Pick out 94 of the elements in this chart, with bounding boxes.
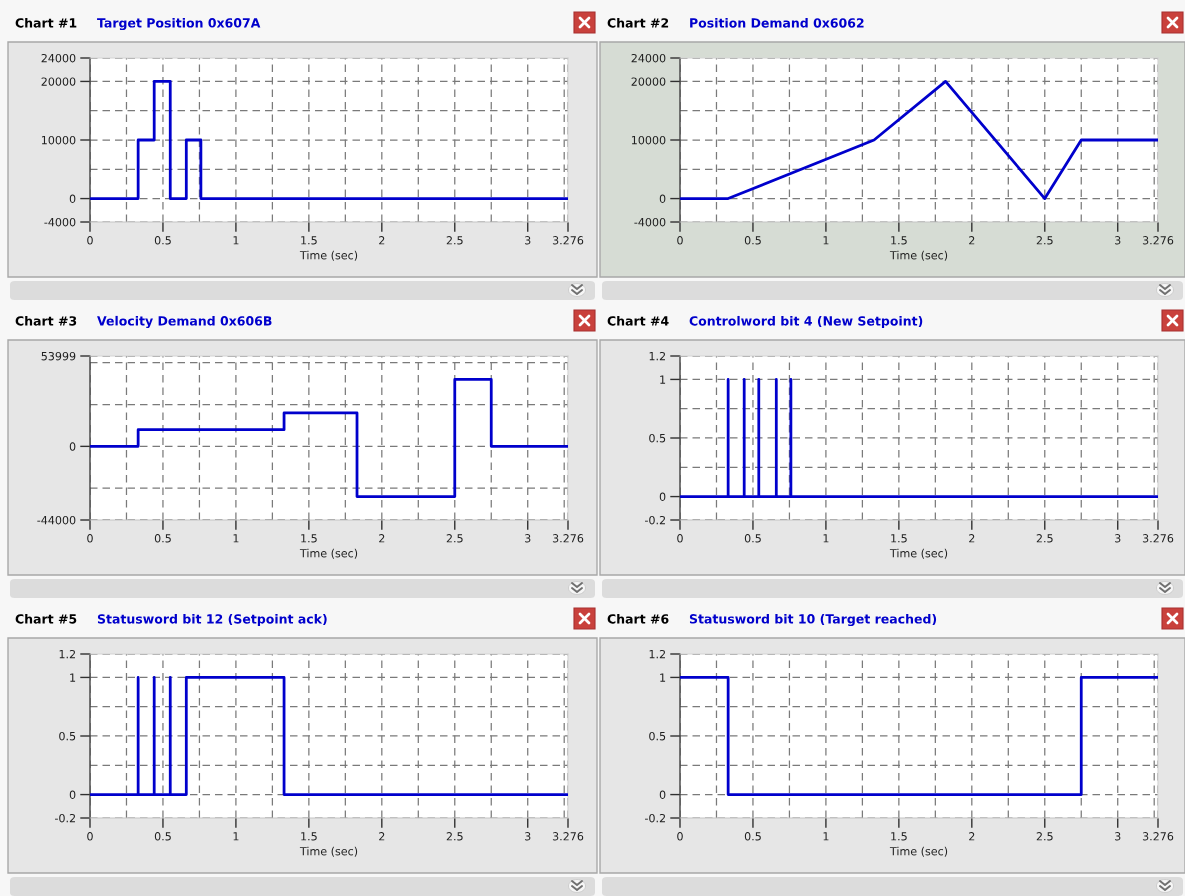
x-axis-title: Time (sec)	[299, 846, 358, 857]
y-tick-label: -4000	[44, 217, 76, 227]
x-tick-label: 3	[525, 832, 531, 841]
x-tick-label: 3.276	[1142, 832, 1174, 841]
y-tick-label: 0	[69, 790, 76, 799]
x-tick-label: 3.276	[552, 832, 584, 841]
x-tick-label: 0	[87, 832, 93, 841]
y-tick-label: 0	[69, 442, 76, 451]
chart-title: Chart #2	[607, 17, 669, 28]
y-tick-label: 1	[660, 673, 666, 682]
x-axis-title: Time (sec)	[299, 548, 358, 559]
y-tick-label: -0.2	[644, 515, 665, 525]
chart-title: Chart #3	[15, 315, 77, 326]
x-tick-label: 1.5	[301, 534, 317, 543]
x-tick-label: 1	[823, 236, 829, 245]
x-tick-label: 0	[87, 534, 93, 543]
x-tick-label: 2.5	[446, 534, 463, 543]
x-tick-label: 2.5	[1036, 832, 1053, 841]
y-tick-label: 0.5	[59, 731, 76, 741]
y-tick-label: 0	[69, 194, 76, 203]
x-tick-label: 1	[233, 534, 239, 543]
x-tick-label: 1.5	[891, 236, 907, 245]
chart-title: Chart #5	[15, 613, 77, 624]
x-tick-label: 1	[823, 534, 829, 543]
y-tick-label: 53999	[41, 351, 76, 361]
chart-subtitle: Controlword bit 4 (New Setpoint)	[689, 315, 923, 329]
y-tick-label: -0.2	[644, 813, 665, 823]
x-axis-title: Time (sec)	[299, 250, 358, 261]
x-tick-label: 0	[87, 236, 93, 245]
x-tick-label: 0.5	[744, 236, 761, 245]
x-tick-label: 3	[525, 236, 531, 245]
x-tick-label: 1.5	[891, 832, 907, 841]
x-tick-label: 1.5	[301, 236, 317, 245]
x-tick-label: 0.5	[744, 832, 761, 841]
x-tick-label: 1	[823, 832, 829, 841]
x-tick-label: 1	[233, 832, 239, 841]
x-tick-label: 2.5	[446, 236, 463, 245]
x-tick-label: 2	[379, 236, 385, 245]
x-tick-label: 3.276	[1142, 534, 1174, 543]
chart-subtitle: Target Position 0x607A	[97, 17, 261, 31]
x-tick-label: 3	[1115, 236, 1121, 245]
y-tick-label: 24000	[631, 53, 666, 63]
x-tick-label: 2	[379, 832, 385, 841]
x-tick-label: 2	[969, 534, 975, 543]
x-tick-label: 1.5	[301, 832, 317, 841]
x-axis-title: Time (sec)	[889, 250, 948, 261]
y-tick-label: 1.2	[649, 649, 665, 659]
x-tick-label: 0.5	[154, 832, 171, 841]
y-tick-label: 0	[659, 194, 666, 203]
y-tick-label: 24000	[41, 53, 76, 63]
y-tick-label: 10000	[631, 135, 666, 145]
x-tick-label: 0	[677, 236, 683, 245]
y-tick-label: -4000	[634, 217, 666, 227]
x-tick-label: 3	[525, 534, 531, 543]
x-tick-label: 2	[379, 534, 385, 543]
x-axis-title: Time (sec)	[889, 548, 948, 559]
x-tick-label: 0	[677, 832, 683, 841]
x-tick-label: 0.5	[744, 534, 761, 543]
x-tick-label: 0.5	[154, 534, 171, 543]
y-tick-label: 1	[70, 673, 76, 682]
y-tick-label: 0	[659, 790, 666, 799]
x-tick-label: 0.5	[154, 236, 171, 245]
x-tick-label: 3	[1115, 534, 1121, 543]
y-tick-label: 1.2	[649, 351, 665, 361]
x-tick-label: 3.276	[552, 534, 584, 543]
y-tick-label: 0.5	[649, 433, 666, 443]
chart-title: Chart #4	[607, 315, 669, 326]
x-tick-label: 2.5	[1036, 534, 1053, 543]
x-axis-title: Time (sec)	[889, 846, 948, 857]
x-tick-label: 3	[1115, 832, 1121, 841]
x-tick-label: 1.5	[891, 534, 907, 543]
chart-title: Chart #1	[15, 17, 77, 28]
y-tick-label: 1	[660, 375, 666, 384]
y-tick-label: 10000	[41, 135, 76, 145]
y-tick-label: 20000	[41, 77, 76, 86]
chart-subtitle: Statusword bit 12 (Setpoint ack)	[97, 613, 327, 627]
chart-title: Chart #6	[607, 613, 669, 624]
y-tick-label: 1.2	[59, 649, 75, 659]
x-tick-label: 3.276	[552, 236, 584, 245]
x-tick-label: 2.5	[1036, 236, 1053, 245]
y-tick-label: 0.5	[649, 731, 666, 741]
y-tick-label: -44000	[37, 515, 76, 525]
x-tick-label: 2.5	[446, 832, 463, 841]
x-tick-label: 3.276	[1142, 236, 1174, 245]
chart-subtitle: Velocity Demand 0x606B	[97, 315, 272, 329]
chart-subtitle: Position Demand 0x6062	[690, 17, 864, 28]
x-tick-label: 1	[233, 236, 239, 245]
x-tick-label: 2	[969, 236, 975, 245]
y-tick-label: 0	[659, 492, 666, 501]
chart-subtitle: Statusword bit 10 (Target reached)	[689, 613, 937, 627]
y-tick-label: 20000	[631, 77, 666, 86]
x-tick-label: 2	[969, 832, 975, 841]
x-tick-label: 0	[677, 534, 683, 543]
y-tick-label: -0.2	[54, 813, 75, 823]
